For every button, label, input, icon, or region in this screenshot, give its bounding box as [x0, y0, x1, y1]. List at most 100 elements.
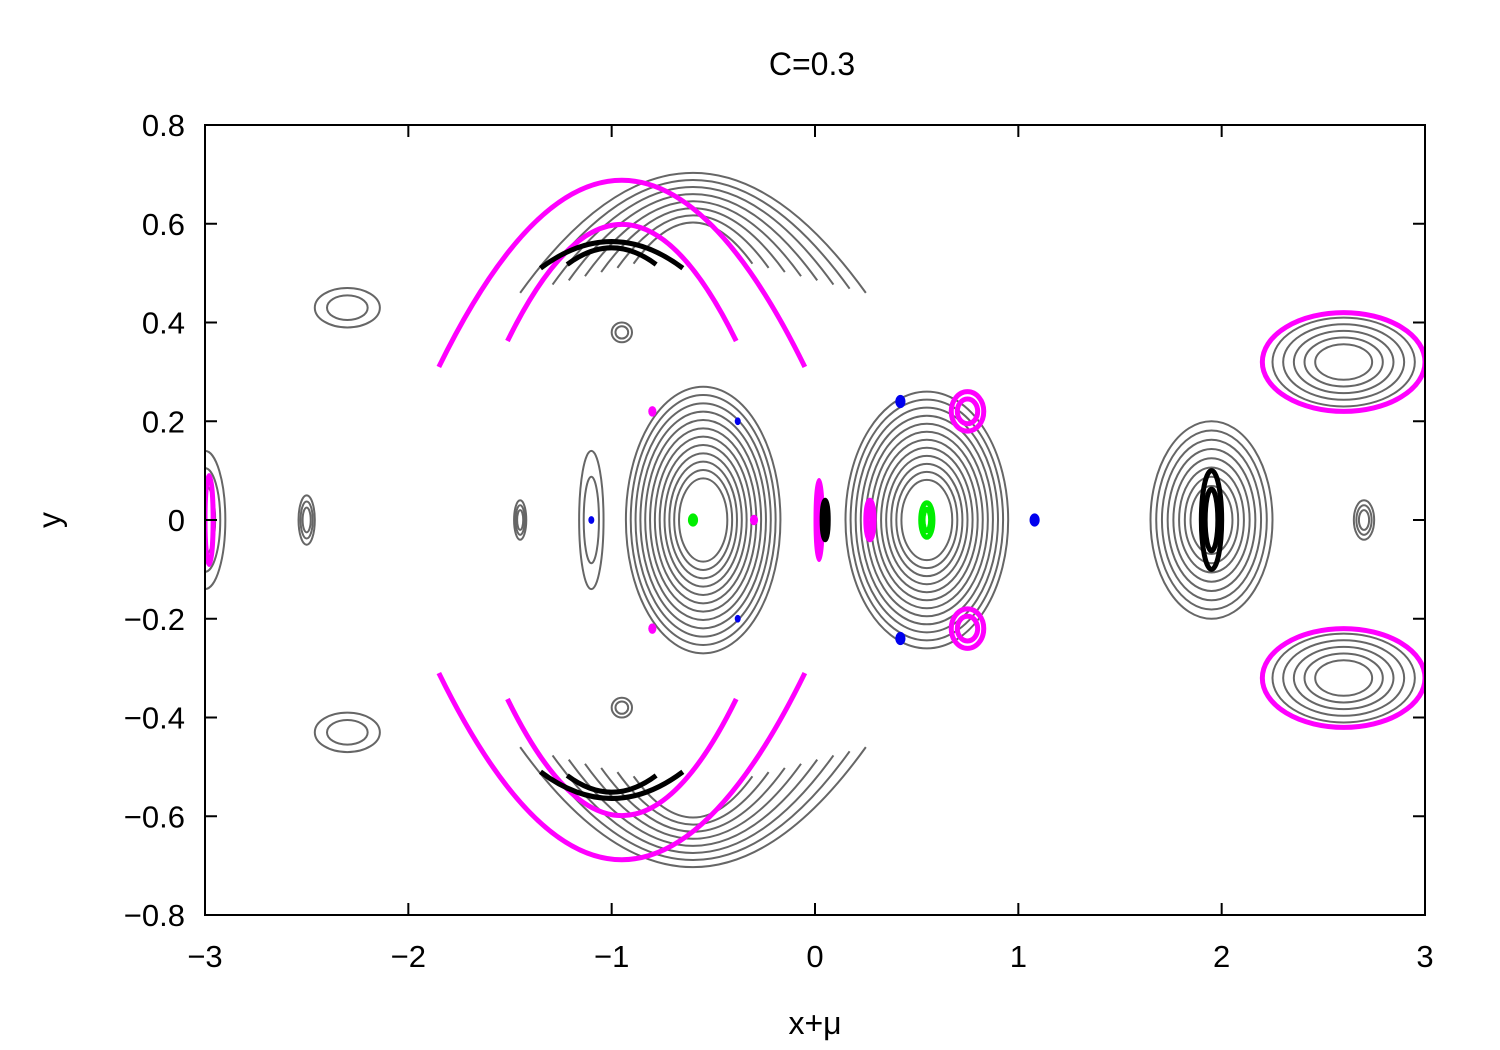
black-orbit-arc — [565, 245, 658, 267]
gray-orbit-ring — [859, 414, 994, 626]
gray-orbit-ring — [1282, 323, 1406, 401]
gray-orbit-ring — [639, 410, 767, 630]
gray-orbit-ring — [582, 475, 600, 565]
magenta-orbit-ring — [954, 613, 981, 644]
magenta-orbit-point — [648, 406, 657, 417]
blue-orbit-point — [734, 614, 741, 623]
gray-orbit-ring — [1314, 659, 1374, 697]
gray-orbit-ring — [869, 430, 984, 610]
gray-orbit-ring — [1271, 632, 1416, 724]
gray-orbit-ring — [1271, 316, 1416, 408]
blue-orbit-point — [588, 516, 595, 524]
magenta-orbit-ring — [954, 396, 981, 427]
gray-orbit-ring — [663, 452, 743, 588]
axis-ticks: −3 −2 −1 0 1 2 3 0.8 0.6 0.4 0.2 0 −0.2 −0.4 −0.6 −0.8 — [124, 108, 1434, 974]
gray-orbit-ring — [668, 460, 738, 580]
black-orbit-arc — [565, 773, 658, 795]
gray-orbit-arc — [519, 746, 867, 868]
magenta-orbit-arc — [436, 178, 808, 369]
y-tick-label: −0.8 — [124, 898, 185, 933]
black-orbit-ring — [1202, 486, 1221, 554]
y-tick-label: 0.8 — [142, 108, 185, 143]
blue-orbit-point — [1029, 513, 1040, 527]
gray-orbit-ring — [1303, 652, 1384, 704]
magenta-orbit-ring — [1259, 626, 1425, 730]
magenta-orbit-point — [648, 623, 657, 634]
magenta-orbit-arc — [505, 222, 739, 343]
chart-title: C=0.3 — [769, 46, 855, 82]
gray-orbit-ring — [313, 286, 381, 329]
gray-orbit-ring — [297, 494, 316, 546]
gray-orbit-ring — [1314, 343, 1374, 381]
gray-orbit-arc — [632, 775, 754, 819]
gray-orbit-arc — [584, 763, 802, 840]
gray-orbit-ring — [326, 718, 369, 746]
x-tick-label: 3 — [1416, 939, 1433, 974]
y-tick-label: 0.4 — [142, 306, 185, 341]
x-tick-label: 2 — [1213, 939, 1230, 974]
gray-orbit-arc — [535, 178, 851, 290]
gray-orbit-ring — [614, 325, 630, 340]
gray-orbit-arc — [551, 186, 835, 286]
magenta-orbit-ring — [864, 505, 875, 535]
gray-orbit-ring — [854, 406, 999, 634]
gray-orbit-ring — [649, 427, 758, 613]
gray-orbit-ring — [658, 444, 748, 596]
gray-orbit-ring — [614, 700, 630, 715]
gray-orbit-ring — [610, 321, 633, 344]
black-orbit-arc — [539, 239, 685, 271]
gray-orbit-ring — [301, 506, 312, 534]
black-orbit-ring — [820, 505, 830, 535]
gray-orbit-ring — [864, 422, 989, 618]
gray-orbit-ring — [313, 711, 381, 754]
gray-orbit-ring — [1357, 509, 1371, 531]
gray-orbit-ring — [644, 419, 763, 621]
gray-orbit-ring — [1178, 466, 1245, 574]
gray-orbit-ring — [880, 446, 974, 594]
y-tick-label: 0.2 — [142, 404, 185, 439]
gray-orbit-arc — [535, 750, 851, 862]
y-axis-label: y — [31, 512, 67, 528]
gray-orbit-ring — [1292, 329, 1395, 395]
gray-orbit-ring — [900, 478, 954, 562]
plot-area — [205, 172, 1425, 868]
y-tick-label: 0.6 — [142, 207, 185, 242]
green-orbit-ring — [920, 506, 934, 534]
gray-orbit-ring — [678, 477, 729, 563]
gray-orbit-arc — [584, 200, 802, 277]
gray-orbit-ring — [1160, 438, 1263, 602]
gray-orbit-ring — [624, 385, 782, 655]
gray-orbit-ring — [1155, 429, 1268, 611]
x-tick-label: −2 — [391, 939, 426, 974]
gray-orbit-ring — [578, 449, 605, 591]
gray-orbit-ring — [1352, 499, 1376, 541]
x-tick-label: −3 — [187, 939, 222, 974]
gray-orbit-ring — [844, 390, 1010, 650]
gray-orbit-ring — [299, 500, 314, 540]
y-tick-label: −0.6 — [124, 799, 185, 834]
gray-orbit-ring — [326, 294, 369, 322]
magenta-orbit-ring — [948, 389, 987, 434]
gray-orbit-ring — [610, 696, 633, 719]
gray-orbit-ring — [895, 470, 959, 570]
y-tick-label: −0.2 — [124, 602, 185, 637]
magenta-orbit-point — [749, 514, 759, 526]
blue-orbit-point — [895, 631, 906, 646]
gray-orbit-ring — [514, 504, 526, 536]
black-orbit-arc — [539, 769, 685, 801]
x-axis-label: x+μ — [788, 1005, 841, 1041]
gray-orbit-ring — [1355, 504, 1373, 536]
x-tick-label: −1 — [594, 939, 629, 974]
gray-orbit-ring — [629, 394, 777, 646]
gray-orbit-ring — [885, 454, 969, 586]
gray-orbit-ring — [1149, 420, 1274, 620]
gray-orbit-ring — [1189, 485, 1234, 555]
magenta-orbit-ring — [1259, 310, 1425, 414]
gray-orbit-ring — [1282, 639, 1406, 717]
blue-orbit-point — [734, 417, 741, 426]
gray-orbit-ring — [634, 402, 772, 638]
gray-orbit-ring — [890, 462, 964, 578]
gray-orbit-arc — [632, 221, 754, 265]
x-tick-label: 0 — [806, 939, 823, 974]
black-orbit-ring — [1198, 468, 1225, 572]
